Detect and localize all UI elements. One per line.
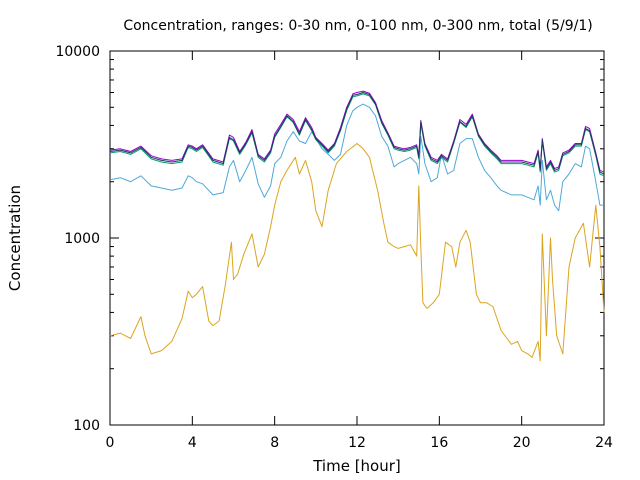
x-tick-label: 16 [430, 435, 448, 451]
chart-title: Concentration, ranges: 0-30 nm, 0-100 nm… [123, 18, 592, 34]
x-tick-label: 12 [348, 435, 366, 451]
x-tick-label: 4 [188, 435, 197, 451]
x-tick-label: 20 [513, 435, 531, 451]
x-tick-label: 0 [106, 435, 115, 451]
x-tick-label: 24 [595, 435, 613, 451]
series-line-1 [109, 143, 605, 362]
y-tick-label: 100 [73, 418, 100, 434]
x-tick-label: 8 [270, 435, 279, 451]
series-line-2 [109, 103, 604, 212]
y-tick-label: 10000 [55, 44, 100, 60]
series-lines [109, 90, 605, 362]
series-line-4 [109, 90, 605, 173]
x-axis-title: Time [hour] [312, 457, 401, 475]
y-axis-title: Concentration [6, 185, 24, 291]
y-axis-ticks: 100 1000 10000 [55, 44, 604, 434]
y-tick-label: 1000 [64, 231, 100, 247]
x-axis-ticks: 0 4 8 12 16 20 24 [106, 51, 613, 451]
series-line-3 [109, 93, 605, 177]
series-line-5 [109, 92, 605, 175]
